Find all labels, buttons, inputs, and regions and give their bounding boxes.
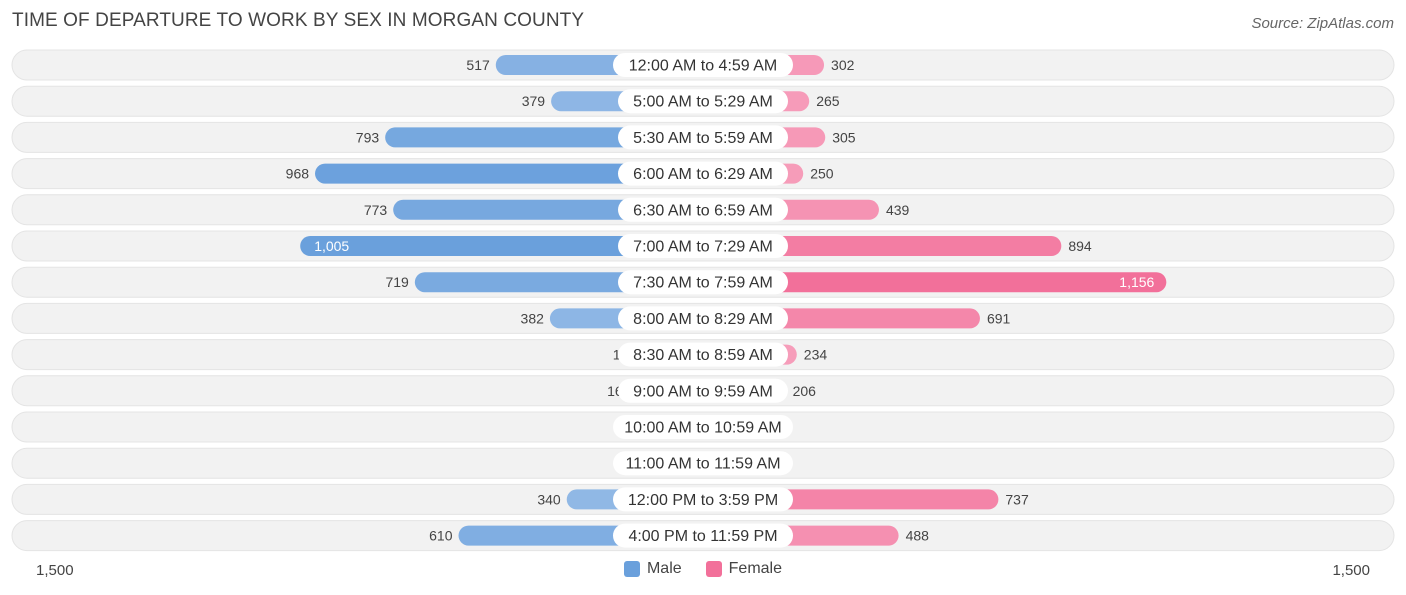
- value-label-female: 1,156: [1119, 274, 1154, 290]
- category-label: 9:00 AM to 9:59 AM: [633, 383, 773, 400]
- category-pill: [618, 89, 788, 114]
- value-label-male: 379: [522, 93, 546, 109]
- category-label: 12:00 AM to 4:59 AM: [629, 58, 778, 75]
- category-label: 5:00 AM to 5:29 AM: [633, 94, 773, 111]
- value-label-female: 305: [832, 129, 856, 145]
- bar-male: [300, 236, 703, 256]
- category-label: 7:00 AM to 7:29 AM: [633, 239, 773, 256]
- category-label: 11:00 AM to 11:59 AM: [625, 456, 780, 473]
- category-pill: [618, 161, 788, 186]
- category-label: 10:00 AM to 10:59 AM: [624, 420, 781, 437]
- category-pill: [618, 125, 788, 150]
- legend-label-male: Male: [646, 560, 682, 577]
- category-pill: [618, 270, 788, 295]
- category-pill: [613, 451, 793, 476]
- category-pill: [613, 53, 793, 77]
- value-label-male: 610: [429, 528, 453, 544]
- category-label: 4:00 PM to 11:59 PM: [628, 528, 777, 545]
- value-label-male: 1,005: [314, 238, 349, 254]
- value-label-male: 382: [521, 310, 545, 326]
- bar-female: [703, 236, 1062, 256]
- category-pill: [618, 234, 788, 258]
- value-label-male: 719: [385, 274, 409, 290]
- legend-item-female: Female: [705, 560, 783, 578]
- value-label-male: 517: [466, 57, 490, 73]
- category-label: 5:30 AM to 5:59 AM: [633, 130, 773, 147]
- category-label: 7:30 AM to 7:59 AM: [633, 275, 773, 292]
- value-label-female: 234: [804, 347, 828, 363]
- category-pill: [618, 197, 788, 222]
- axis-label-right: 1,500: [1332, 562, 1370, 579]
- value-label-female: 439: [886, 202, 910, 218]
- category-pill: [618, 342, 788, 367]
- bar-male: [315, 163, 703, 184]
- legend: Male Female: [0, 560, 1406, 578]
- legend-label-female: Female: [728, 560, 783, 577]
- category-label: 8:30 AM to 8:59 AM: [633, 347, 773, 364]
- source-credit: Source: ZipAtlas.com: [1251, 15, 1394, 32]
- category-label: 6:00 AM to 6:29 AM: [633, 166, 773, 183]
- chart-title: TIME OF DEPARTURE TO WORK BY SEX IN MORG…: [12, 10, 585, 31]
- category-label: 6:30 AM to 6:59 AM: [633, 202, 773, 219]
- bar-female: [703, 272, 1167, 293]
- value-label-female: 302: [831, 57, 855, 73]
- category-pill: [613, 415, 793, 439]
- value-label-female: 691: [987, 310, 1011, 326]
- legend-swatch-female: [705, 561, 722, 577]
- legend-item-male: Male: [623, 560, 682, 578]
- category-pill: [618, 378, 788, 403]
- value-label-female: 488: [906, 528, 930, 544]
- value-label-male: 773: [364, 202, 388, 218]
- value-label-male: 340: [537, 491, 561, 507]
- category-label: 12:00 PM to 3:59 PM: [628, 492, 778, 509]
- category-pill: [613, 487, 793, 512]
- value-label-male: 793: [356, 129, 380, 145]
- value-label-female: 894: [1068, 238, 1092, 254]
- category-pill: [618, 306, 788, 331]
- legend-swatch-male: [623, 561, 640, 577]
- value-label-female: 265: [816, 93, 840, 109]
- value-label-male: 968: [286, 166, 310, 182]
- category-label: 8:00 AM to 8:29 AM: [633, 311, 773, 328]
- value-label-female: 737: [1005, 491, 1029, 507]
- category-pill: [613, 523, 793, 548]
- value-label-female: 250: [810, 166, 834, 182]
- value-label-female: 206: [793, 383, 817, 399]
- axis-label-left: 1,500: [36, 562, 74, 579]
